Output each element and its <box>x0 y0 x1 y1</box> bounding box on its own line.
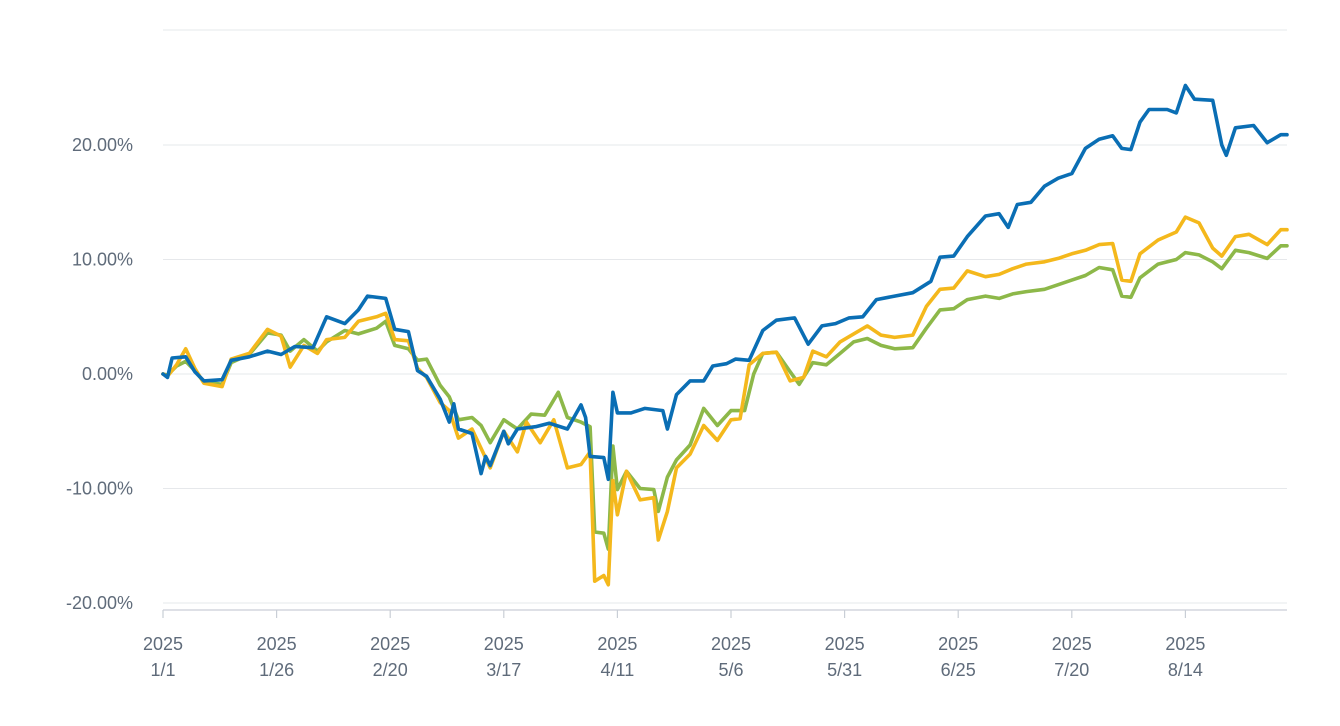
x-tick-year: 2025 <box>711 634 751 654</box>
series-line-2 <box>161 215 1289 587</box>
y-tick-label: -10.00% <box>66 479 133 499</box>
x-tick-date: 1/1 <box>150 660 175 680</box>
series-line-3 <box>161 244 1289 551</box>
x-tick-year: 2025 <box>370 634 410 654</box>
x-tick-date: 5/6 <box>718 660 743 680</box>
x-tick-year: 2025 <box>938 634 978 654</box>
x-tick-date: 7/20 <box>1054 660 1089 680</box>
series-line-1 <box>161 83 1289 482</box>
x-tick-date: 4/11 <box>601 660 635 680</box>
gridlines <box>163 29 1287 611</box>
x-tick-year: 2025 <box>484 634 524 654</box>
y-tick-label: -20.00% <box>66 593 133 613</box>
x-tick-year: 2025 <box>1052 634 1092 654</box>
x-tick-date: 5/31 <box>827 660 862 680</box>
x-tick-date: 8/14 <box>1168 660 1203 680</box>
x-tick-date: 3/17 <box>486 660 521 680</box>
y-axis: -20.00% -10.00% 0.00% 10.00% 20.00% <box>66 135 133 613</box>
x-tick-year: 2025 <box>143 634 183 654</box>
y-tick-label: 0.00% <box>82 364 133 384</box>
x-tick-year: 2025 <box>1165 634 1205 654</box>
x-tick-year: 2025 <box>597 634 637 654</box>
y-tick-label: 20.00% <box>72 135 133 155</box>
x-tick-date: 2/20 <box>373 660 408 680</box>
x-axis: 2025 1/1 2025 1/26 2025 2/20 2025 3/17 2025 4/11 2… <box>143 610 1205 680</box>
x-tick-year: 2025 <box>257 634 297 654</box>
x-tick-year: 2025 <box>825 634 865 654</box>
series-lines <box>161 83 1289 587</box>
x-tick-date: 1/26 <box>259 660 294 680</box>
y-tick-label: 10.00% <box>72 250 133 270</box>
x-tick-date: 6/25 <box>941 660 976 680</box>
